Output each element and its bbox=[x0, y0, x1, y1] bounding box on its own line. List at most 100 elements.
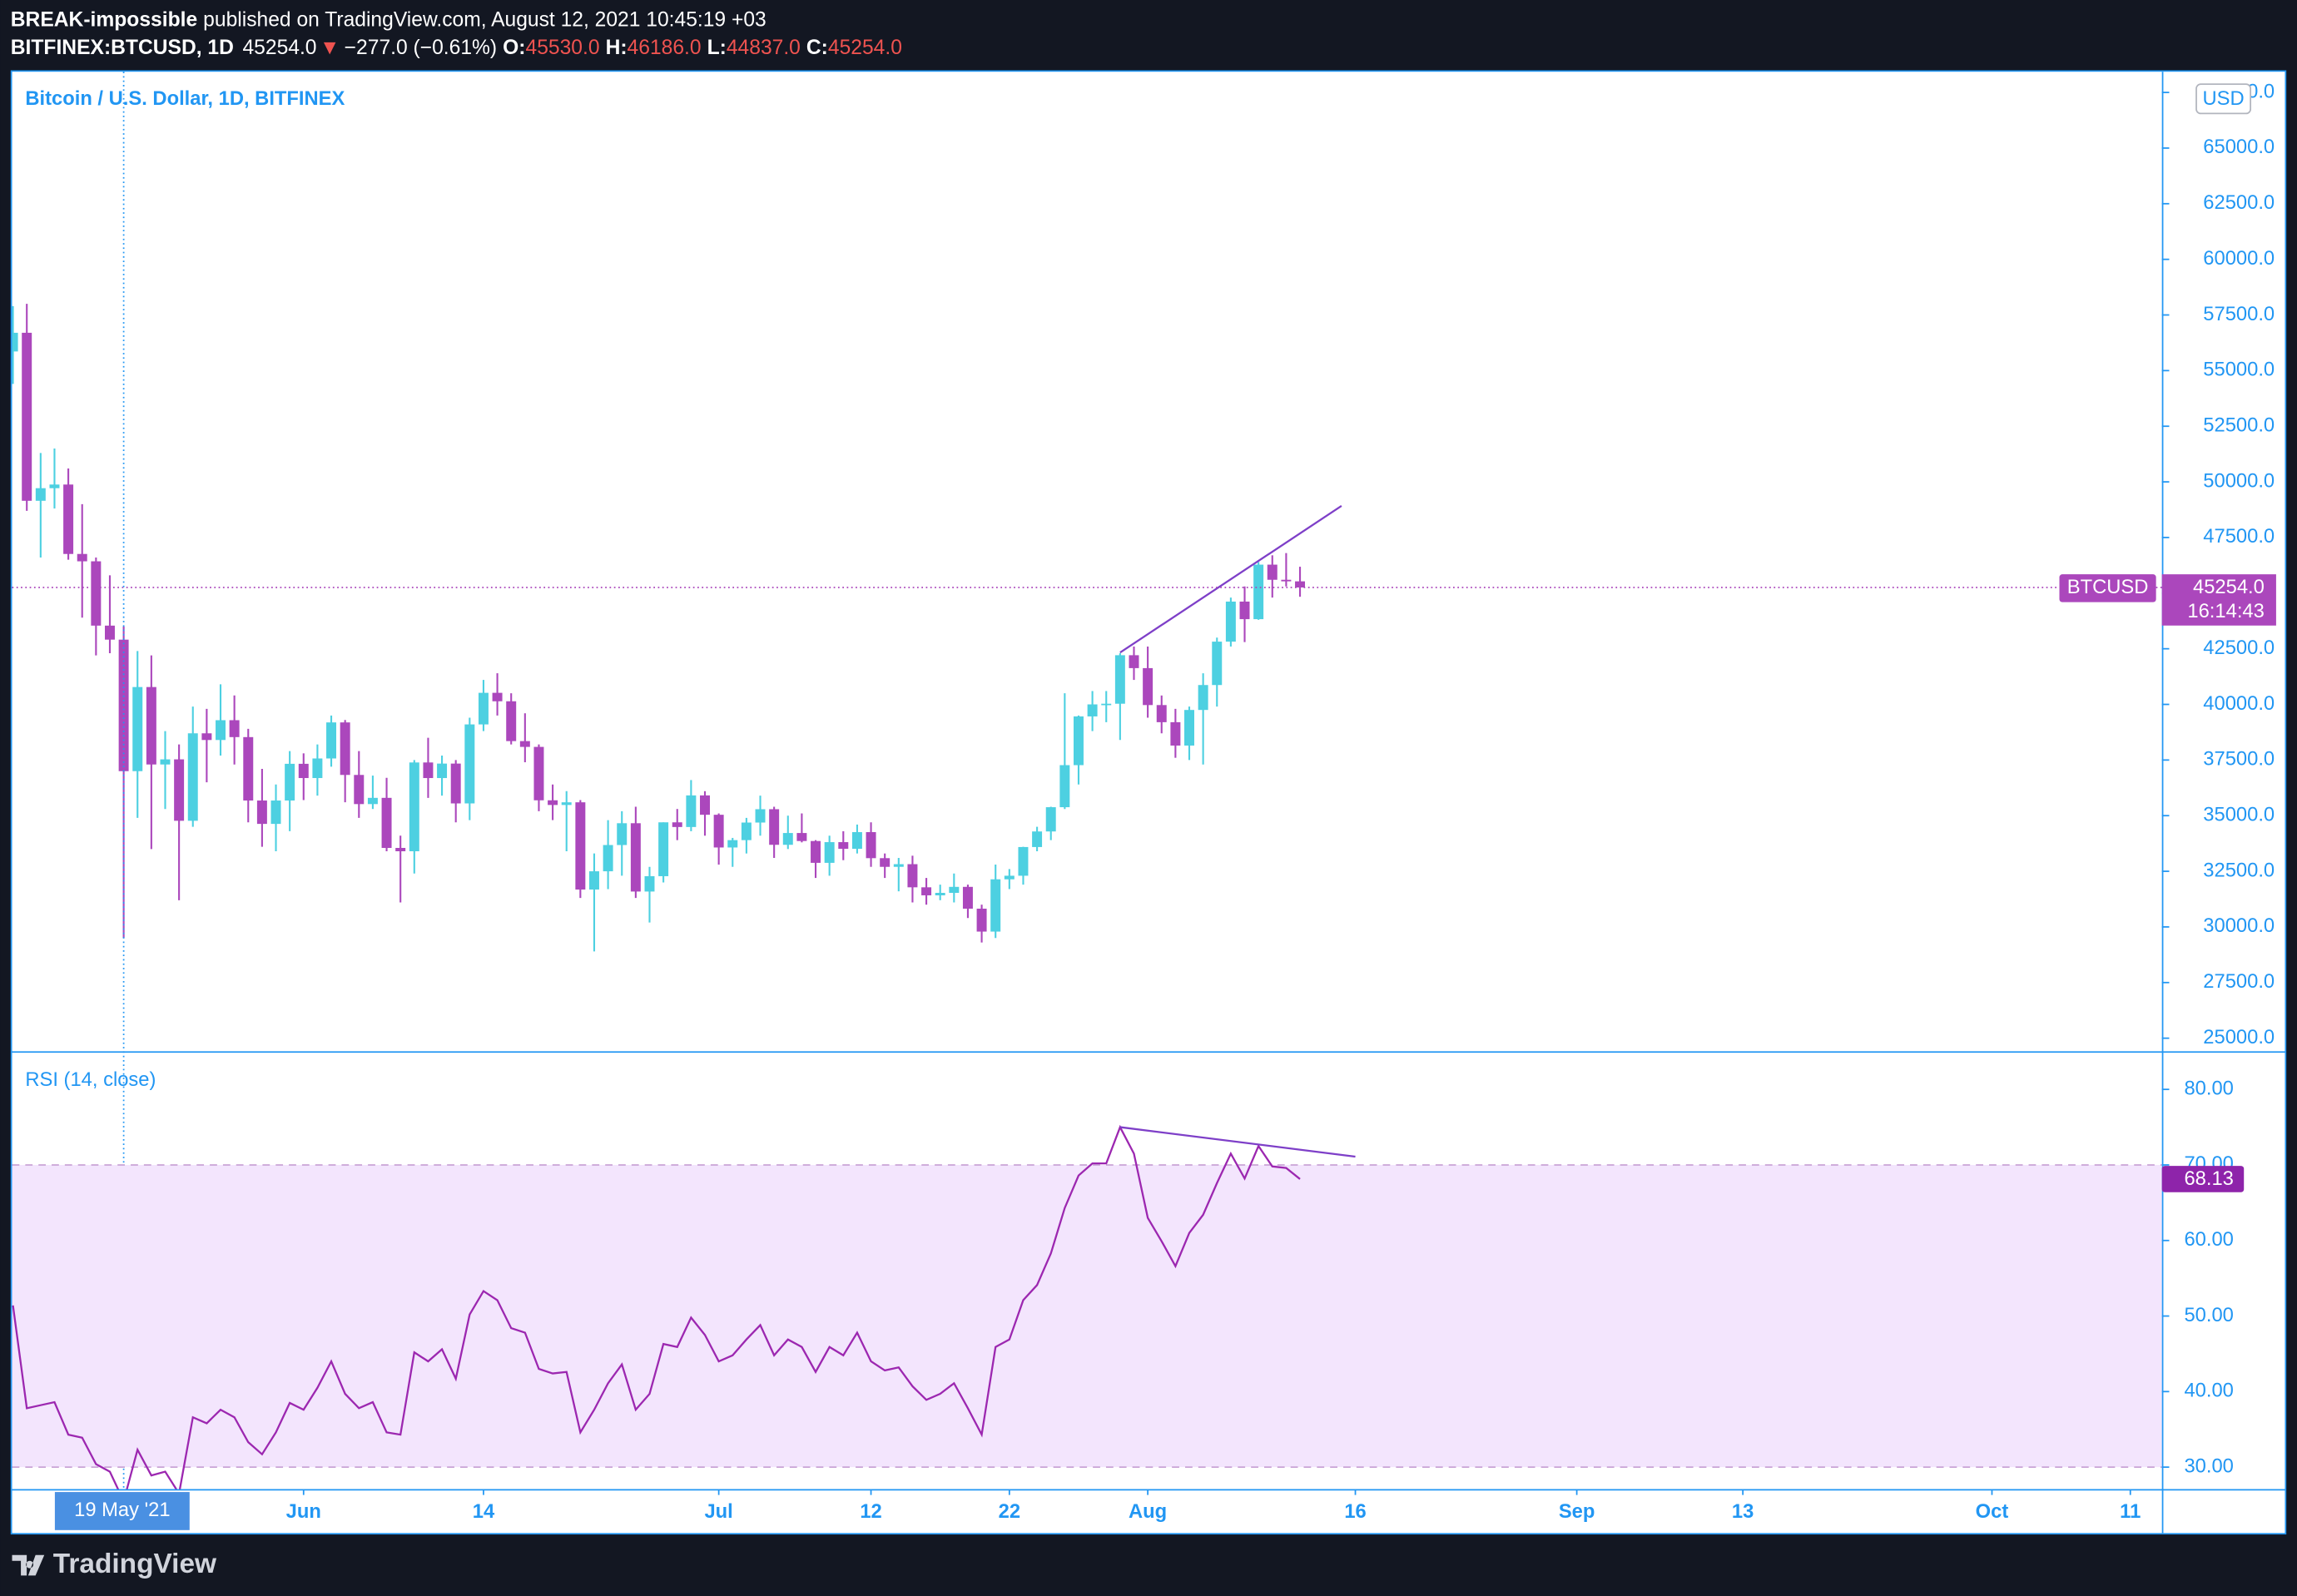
candle-body bbox=[755, 809, 766, 823]
y-tick-label: 65000.0 bbox=[2203, 136, 2275, 158]
ohlc-value: 44837.0 bbox=[727, 37, 801, 59]
rsi-last-label: 68.13 bbox=[2184, 1167, 2233, 1190]
candle-body bbox=[1198, 685, 1208, 711]
candle-body bbox=[769, 809, 780, 845]
candle-body bbox=[1004, 875, 1015, 880]
y-tick-label: 25000.0 bbox=[2203, 1026, 2275, 1048]
y-tick-label: 55000.0 bbox=[2203, 359, 2275, 381]
candle-body bbox=[1045, 807, 1056, 832]
symbol: BITFINEX:BTCUSD, 1D bbox=[11, 37, 234, 59]
candle-body bbox=[1281, 579, 1292, 582]
candle-body bbox=[976, 908, 987, 932]
plot-layer: 25000.0 27500.0 30000.0 32500.0 35000.0 37500… bbox=[12, 72, 2276, 1530]
candle-body bbox=[256, 800, 267, 825]
candle-body bbox=[1239, 601, 1250, 620]
y-tick-label: 60000.0 bbox=[2203, 247, 2275, 270]
candle-body bbox=[312, 758, 323, 779]
y-tick-label: 27500.0 bbox=[2203, 970, 2275, 993]
x-tick-label: Jun bbox=[286, 1500, 321, 1523]
candle-body bbox=[603, 845, 613, 872]
x-tick-label: Aug bbox=[1129, 1500, 1167, 1523]
ohlc-label: H: bbox=[606, 37, 628, 59]
candle-body bbox=[990, 879, 1001, 932]
candle-body bbox=[824, 842, 835, 863]
y-tick-label: 40000.0 bbox=[2203, 692, 2275, 715]
candle-body bbox=[201, 733, 212, 741]
candle-body bbox=[935, 893, 945, 895]
candle-body bbox=[354, 775, 365, 805]
candle-body bbox=[893, 864, 904, 867]
header-line-1: BREAK-impossible published on TradingView… bbox=[11, 8, 766, 31]
price: 45254.0 bbox=[242, 37, 316, 59]
candle-body bbox=[838, 842, 849, 850]
candle-body bbox=[519, 741, 530, 747]
candle-body bbox=[533, 746, 544, 800]
candle-body bbox=[588, 871, 599, 890]
candle-body bbox=[285, 763, 295, 801]
candle-body bbox=[464, 724, 475, 804]
candle-body bbox=[1101, 703, 1112, 706]
candle-body bbox=[35, 488, 46, 501]
change-arrow: ▼ bbox=[320, 37, 340, 59]
y-tick-label: 52500.0 bbox=[2203, 414, 2275, 437]
published: published on TradingView.com, August 12,… bbox=[203, 8, 766, 31]
candle-body bbox=[782, 833, 793, 845]
candle-body bbox=[450, 763, 461, 804]
candle-body bbox=[1295, 581, 1306, 588]
candle-body bbox=[1143, 667, 1153, 706]
candle-body bbox=[395, 847, 406, 852]
candle-body bbox=[22, 332, 32, 501]
rsi-title: RSI (14, close) bbox=[25, 1068, 156, 1091]
header-line-2: BITFINEX:BTCUSD, 1D 45254.0 ▼ −277.0 (−0.61… bbox=[11, 37, 902, 59]
candle-body bbox=[270, 800, 281, 825]
rsi-line bbox=[12, 1124, 1301, 1489]
crosshair-label: 19 May '21 bbox=[74, 1499, 170, 1521]
candle-body bbox=[132, 686, 143, 771]
ohlc-label: L: bbox=[707, 37, 727, 59]
candle-body bbox=[1018, 846, 1029, 876]
y-tick-label: 50000.0 bbox=[2203, 469, 2275, 492]
candle-body bbox=[12, 332, 18, 352]
candle-body bbox=[49, 484, 60, 488]
candle-body bbox=[561, 802, 572, 805]
candle-body bbox=[1087, 704, 1098, 716]
x-tick-label: Sep bbox=[1559, 1500, 1595, 1523]
rsi-band bbox=[12, 1164, 2162, 1468]
trendline bbox=[1119, 505, 1342, 654]
candle-body bbox=[437, 763, 448, 779]
x-tick-label: 14 bbox=[473, 1500, 495, 1523]
change: −277.0 (−0.61%) bbox=[345, 37, 497, 59]
footer-brand: TradingView bbox=[53, 1549, 217, 1579]
y-tick-label: 60.00 bbox=[2184, 1228, 2233, 1251]
candle-body bbox=[880, 858, 891, 867]
candle-body bbox=[91, 561, 102, 626]
candle-body bbox=[63, 484, 74, 554]
candle-body bbox=[700, 795, 710, 815]
candle-body bbox=[187, 733, 198, 821]
candle-body bbox=[658, 822, 669, 876]
price-chart-title: Bitcoin / U.S. Dollar, 1D, BITFINEX bbox=[25, 87, 345, 110]
y-tick-label: 62500.0 bbox=[2203, 191, 2275, 214]
candle-body bbox=[1170, 721, 1181, 746]
candle-body bbox=[216, 720, 226, 741]
ohlc-value: 45530.0 bbox=[526, 37, 600, 59]
candle-body bbox=[326, 722, 337, 759]
candle-body bbox=[77, 553, 87, 562]
candle-body bbox=[409, 762, 419, 852]
candle-body bbox=[811, 840, 821, 863]
candle-body bbox=[243, 736, 254, 801]
candle-body bbox=[1212, 642, 1223, 686]
candle-body bbox=[727, 840, 738, 848]
candle-body bbox=[644, 875, 655, 892]
last-price-box bbox=[2161, 574, 2276, 626]
candle-body bbox=[1267, 564, 1277, 580]
candle-body bbox=[962, 886, 973, 909]
author: BREAK-impossible bbox=[11, 8, 197, 31]
candle-body bbox=[367, 797, 378, 805]
rsi bbox=[12, 1124, 2162, 1489]
candle-body bbox=[298, 763, 309, 779]
ohlc-label: C: bbox=[806, 37, 828, 59]
x-tick-label: Oct bbox=[1976, 1500, 2009, 1523]
y-tick-label: 50.00 bbox=[2184, 1304, 2233, 1326]
candle-body bbox=[174, 759, 185, 821]
